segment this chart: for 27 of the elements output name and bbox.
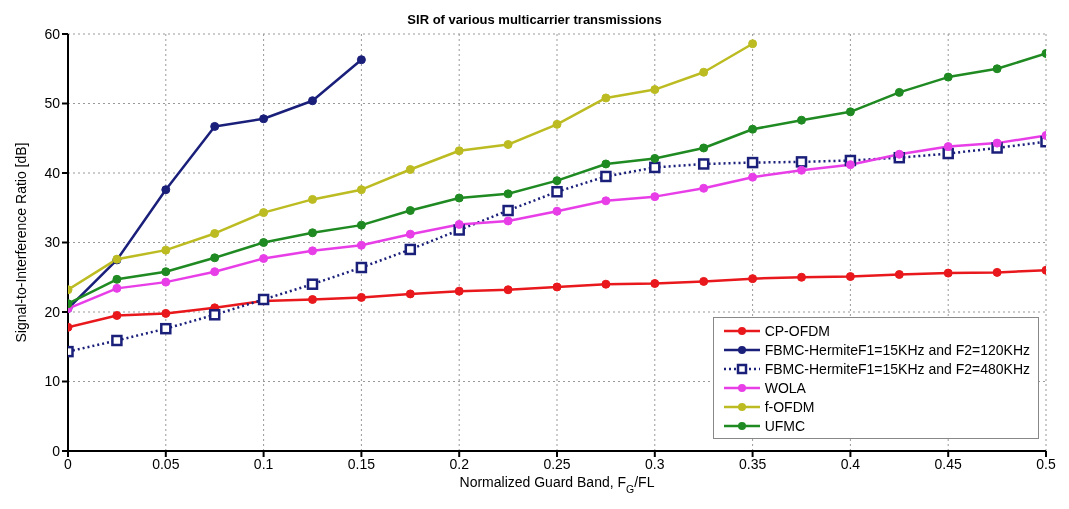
chart-title: SIR of various multicarrier transmissions — [406, 12, 663, 27]
x-tick-label: 0.15 — [347, 455, 376, 472]
y-tick-label: 10 — [44, 373, 61, 390]
y-tick-label: 60 — [44, 25, 61, 42]
legend-label: FBMC-HermiteF1=15KHz and F2=480KHz — [764, 360, 1030, 377]
x-tick-label: 0.4 — [840, 455, 861, 472]
x-axis-title: Normalized Guard Band, F$_{G}$/FL — [459, 474, 655, 495]
x-tick-label: 0.2 — [449, 455, 470, 472]
x-tick-label: 0.35 — [738, 455, 767, 472]
legend-label: UFMC — [764, 417, 806, 434]
legend-label: FBMC-HermiteF1=15KHz and F2=120KHz — [764, 341, 1030, 358]
x-tick-label: 0.5 — [1036, 455, 1056, 472]
x-tick-label: 0.05 — [152, 455, 180, 472]
legend-label: f-OFDM — [764, 398, 815, 415]
x-tick-label: 0.3 — [645, 455, 665, 472]
x-tick-label: 0 — [64, 455, 73, 472]
x-tick-label: 0.1 — [253, 455, 274, 472]
legend-label: WOLA — [764, 379, 806, 396]
y-tick-label: 50 — [44, 95, 61, 112]
x-tick-label: 0.45 — [934, 455, 963, 472]
y-axis-title: Signal-to-Interference Ratio [dB] — [12, 142, 29, 343]
y-tick-label: 0 — [52, 442, 61, 459]
y-tick-label: 30 — [44, 234, 61, 251]
y-tick-label: 20 — [44, 303, 61, 320]
legend-label: CP-OFDM — [764, 322, 830, 339]
x-tick-label: 0.25 — [543, 455, 571, 472]
y-tick-label: 40 — [44, 164, 61, 181]
